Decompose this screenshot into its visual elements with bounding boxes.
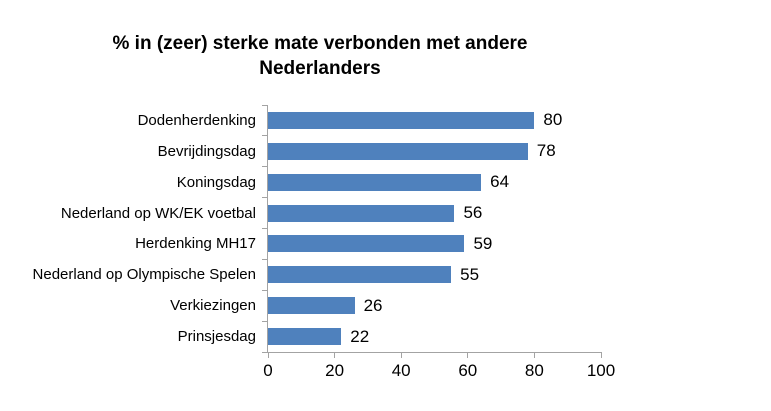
y-axis-tick [262, 258, 267, 260]
value-label: 64 [490, 172, 510, 192]
x-axis-tick-label: 60 [458, 361, 478, 380]
y-axis-tick [262, 104, 267, 106]
category-label: Verkiezingen [170, 297, 256, 315]
chart-title: % in (zeer) sterke mate verbonden met an… [60, 31, 580, 81]
category-label: Herdenking MH17 [135, 235, 256, 253]
category-label: Dodenherdenking [137, 111, 256, 129]
bar [268, 173, 482, 191]
x-axis-tick [600, 352, 602, 358]
plot-area: 80 78 64 56 59 55 26 22 0 20 40 60 80 100 [262, 104, 615, 380]
x-axis-tick-label: 20 [325, 361, 345, 380]
bar [268, 235, 465, 253]
category-label: Nederland op WK/EK voetbal [60, 204, 256, 222]
bar [268, 142, 528, 160]
x-axis-tick-label: 100 [586, 361, 616, 380]
x-axis-tick [334, 352, 336, 358]
value-label: 80 [543, 110, 563, 130]
category-label: Bevrijdingsdag [157, 142, 256, 160]
value-label: 56 [463, 203, 483, 223]
value-label: 59 [473, 233, 493, 253]
x-axis-tick [533, 352, 535, 358]
value-label: 26 [363, 295, 383, 315]
x-axis-tick-label: 80 [524, 361, 544, 380]
x-axis-tick-label: 0 [263, 361, 273, 380]
y-axis-tick [262, 135, 267, 137]
bar [268, 111, 535, 129]
y-axis-tick [262, 228, 267, 229]
x-axis-tick [267, 352, 269, 358]
category-axis-labels: Dodenherdenking Bevrijdingsdag Koningsdag N… [0, 105, 256, 352]
y-axis-tick [262, 197, 267, 199]
y-axis-tick [262, 166, 267, 168]
x-axis-tick [467, 352, 469, 358]
value-label: 55 [460, 264, 480, 284]
chart-title-line1: % in (zeer) sterke mate verbonden met an… [112, 33, 528, 54]
bar [268, 266, 452, 284]
bar [268, 297, 355, 315]
y-axis-tick [262, 289, 267, 291]
bar [268, 204, 455, 222]
value-label: 22 [350, 326, 370, 346]
chart-title-line2: Nederlanders [259, 58, 381, 79]
category-label: Koningsdag [176, 173, 256, 191]
bar [268, 328, 342, 346]
value-label: 78 [536, 141, 556, 161]
y-axis-tick [262, 320, 267, 322]
x-axis-tick [400, 352, 402, 358]
category-label: Prinsjesdag [177, 328, 256, 346]
y-axis-tick [262, 351, 267, 353]
category-label: Nederland op Olympische Spelen [32, 266, 256, 284]
x-axis-tick-label: 40 [391, 361, 411, 380]
